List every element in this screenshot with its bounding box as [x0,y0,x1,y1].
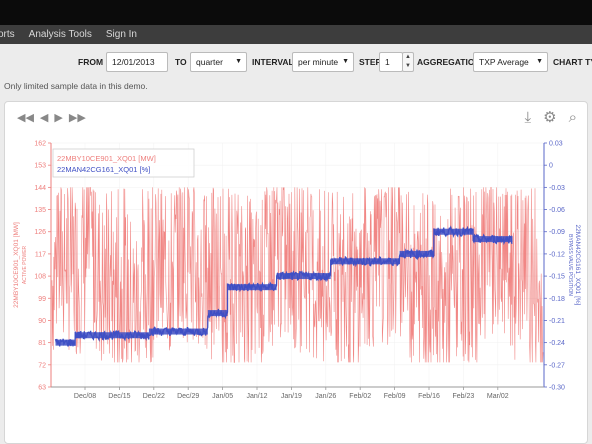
bypass-valve-band [330,258,400,265]
aggregation-select[interactable]: TXP Average [473,52,548,72]
x-tick-label: Jan/26 [315,393,336,400]
download-icon[interactable]: ⤓ [524,109,532,126]
step-label: STEP [359,57,382,67]
left-tick-label: 126 [34,229,46,236]
x-tick-label: Dec/29 [177,393,199,400]
right-axis-title: 22MAN42CG161_XQ01 [%] [574,225,581,306]
bypass-valve-band [55,339,76,346]
right-tick-label: -0.06 [549,207,565,214]
step-stepper[interactable]: ▲ ▼ [402,52,414,72]
bypass-valve-band [148,328,208,335]
bypass-valve-band [227,284,277,291]
demo-notice: Only limited sample data in this demo. [4,81,148,91]
query-controls: FROM 12/01/2013 TO quarter INTERVAL per … [0,50,592,76]
bypass-valve-band [75,332,120,339]
x-tick-label: Dec/22 [143,393,165,400]
double-arrow-left-icon[interactable]: ◀◀ [17,112,34,124]
left-tick-label: 72 [38,362,46,369]
legend-item-active-power[interactable]: 22MBY10CE901_XQ01 [MW] [57,154,156,163]
left-tick-label: 117 [35,251,46,258]
nav-link-reports[interactable]: orts [0,29,15,40]
to-select-value: quarter [196,57,223,67]
right-tick-label: -0.15 [549,274,565,281]
left-tick-label: 81 [38,340,46,347]
aggregation-label: AGGREGATION [417,57,481,67]
x-tick-label: Dec/15 [108,393,130,400]
double-arrow-right-icon[interactable]: ▶▶ [68,112,86,124]
from-label: FROM [78,57,104,67]
series-active-power [51,187,544,363]
aggregation-select-value: TXP Average [479,57,529,67]
right-tick-label: 0.03 [549,141,563,148]
x-tick-label: Jan/05 [212,393,233,400]
stepper-down-icon[interactable]: ▼ [405,63,411,69]
interval-select-value: per minute [298,57,339,67]
right-tick-label: -0.30 [549,385,565,392]
arrow-left-icon[interactable]: ◀ [39,112,49,124]
x-tick-label: Jan/19 [281,393,302,400]
nav-bar: orts Analysis Tools Sign In [0,25,592,44]
from-date-input[interactable]: 12/01/2013 [106,52,168,72]
active-power-line [51,187,544,363]
legend-box [52,148,195,178]
to-select[interactable]: quarter [190,52,247,72]
x-tick-label: Feb/09 [384,393,406,400]
right-tick-label: -0.03 [549,185,565,192]
to-label: TO [175,57,187,67]
left-tick-label: 99 [38,296,46,303]
bypass-valve-band [207,310,228,317]
right-axis-subtitle: BYPASS VALVE POSITION [567,234,573,296]
chart-tools: ⤓ ⚙ ⌕ [525,110,578,125]
chart-nav-arrows: ◀◀ ◀ ▶ ▶▶ [17,113,86,124]
x-tick-label: Feb/02 [349,393,371,400]
right-tick-label: -0.12 [549,251,565,258]
x-tick-label: Dec/08 [74,393,96,400]
nav-link-analysis-tools[interactable]: Analysis Tools [28,29,92,40]
left-tick-label: 144 [34,185,46,192]
series-bypass-valve-position [54,225,513,347]
x-tick-label: Feb/23 [453,393,475,400]
left-tick-label: 90 [38,318,46,325]
chart-type-label: CHART TYP [553,57,592,67]
bypass-valve-band [119,332,149,339]
bypass-valve-band [276,273,331,280]
left-tick-label: 108 [34,274,46,281]
right-tick-label: -0.27 [549,362,565,369]
right-axis-ticks: 0.03 0 -0.03 -0.06 -0.09 -0.12 -0.15 -0.18 -0.21… [544,141,565,392]
left-tick-label: 153 [34,163,46,170]
gear-icon[interactable]: ⚙ [543,109,557,126]
right-tick-label: -0.24 [549,340,565,347]
bypass-valve-band [433,228,474,235]
x-axis-ticks: Dec/08 Dec/15 Dec/22 Dec/29 Jan/05 Jan/12 Jan/… [74,387,509,400]
bypass-valve-band [473,236,513,243]
right-tick-label: -0.21 [549,318,565,325]
arrow-right-icon[interactable]: ▶ [54,112,63,124]
x-tick-label: Feb/16 [418,393,440,400]
x-tick-label: Jan/12 [246,393,267,400]
interval-label: INTERVAL [252,57,294,67]
left-axis-ticks: 162 153 144 135 126 117 108 99 90 81 72 63 [34,141,51,392]
stepper-up-icon[interactable]: ▲ [405,54,411,60]
left-tick-label: 162 [34,141,46,148]
right-tick-label: -0.09 [549,229,565,236]
search-icon[interactable]: ⌕ [568,109,577,126]
legend-item-bypass-valve[interactable]: 22MAN42CG161_XQ01 [%] [57,165,150,174]
nav-link-sign-in[interactable]: Sign In [105,29,137,40]
right-tick-label: 0 [549,163,553,170]
window-top-bar [0,0,592,25]
left-axis-title: 22MBY10CE901_XQ01 [MW] [13,222,20,308]
x-tick-label: Mar/02 [487,393,509,400]
legend[interactable]: 22MBY10CE901_XQ01 [MW] 22MAN42CG161_XQ01… [52,148,195,178]
left-axis-subtitle: ACTIVE POWER [22,245,28,284]
left-tick-label: 135 [34,207,46,214]
step-input[interactable]: 1 [379,52,403,72]
left-tick-label: 63 [38,385,46,392]
right-tick-label: -0.18 [549,296,565,303]
bypass-valve-band [399,250,434,257]
interval-select[interactable]: per minute [292,52,354,72]
time-series-chart[interactable]: 162 153 144 135 126 117 108 99 90 81 72 63 0.03 0 -0.… [0,136,592,436]
